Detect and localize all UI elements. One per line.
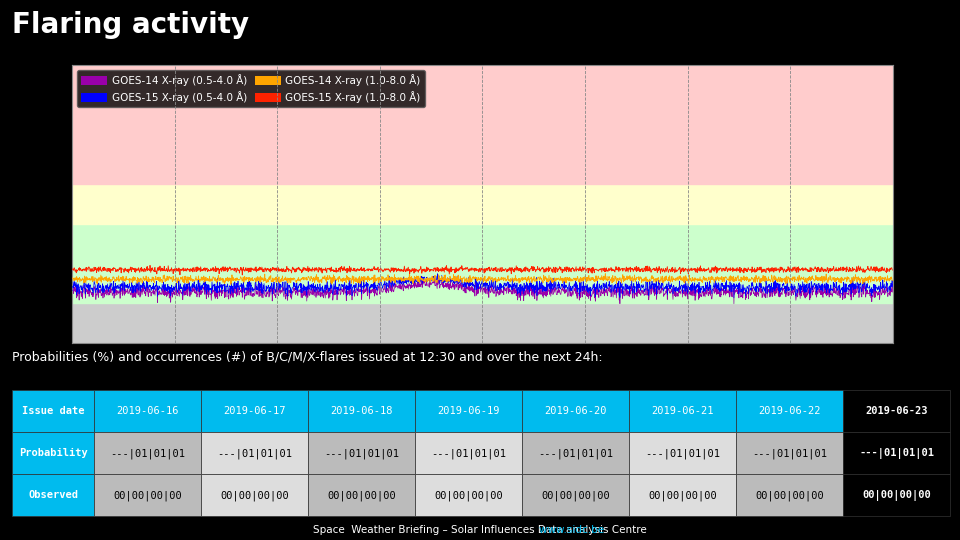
Text: Space  Weather Briefing – Solar Influences Data analysis Centre: Space Weather Briefing – Solar Influence… bbox=[313, 525, 647, 535]
FancyBboxPatch shape bbox=[415, 390, 522, 432]
Text: 2019-06-19: 2019-06-19 bbox=[438, 406, 500, 416]
Text: B: B bbox=[896, 273, 903, 286]
Bar bbox=[72, 184, 893, 224]
FancyBboxPatch shape bbox=[94, 390, 202, 432]
Text: 00|00|00|00: 00|00|00|00 bbox=[220, 490, 289, 501]
FancyBboxPatch shape bbox=[736, 390, 843, 432]
FancyBboxPatch shape bbox=[308, 474, 415, 516]
Text: 00|00|00|00: 00|00|00|00 bbox=[113, 490, 182, 501]
FancyBboxPatch shape bbox=[522, 432, 630, 474]
Text: 00|00|00|00: 00|00|00|00 bbox=[541, 490, 611, 501]
Bar bbox=[72, 105, 893, 144]
Text: 00|00|00|00: 00|00|00|00 bbox=[862, 490, 931, 501]
Text: ---|01|01|01: ---|01|01|01 bbox=[645, 448, 720, 458]
FancyBboxPatch shape bbox=[522, 474, 630, 516]
Text: X: X bbox=[896, 74, 903, 87]
FancyBboxPatch shape bbox=[12, 390, 94, 432]
FancyBboxPatch shape bbox=[202, 474, 308, 516]
FancyBboxPatch shape bbox=[202, 432, 308, 474]
Text: ---|01|01|01: ---|01|01|01 bbox=[110, 448, 185, 458]
FancyBboxPatch shape bbox=[415, 432, 522, 474]
Text: A: A bbox=[896, 310, 903, 323]
Bar bbox=[72, 264, 893, 303]
Text: 00|00|00|00: 00|00|00|00 bbox=[648, 490, 717, 501]
Text: Probability: Probability bbox=[19, 448, 87, 458]
Text: ---|01|01|01: ---|01|01|01 bbox=[217, 448, 292, 458]
Text: Observed: Observed bbox=[28, 490, 79, 501]
Text: ---|01|01|01: ---|01|01|01 bbox=[431, 448, 506, 458]
FancyBboxPatch shape bbox=[12, 432, 94, 474]
FancyBboxPatch shape bbox=[630, 474, 736, 516]
FancyBboxPatch shape bbox=[94, 474, 202, 516]
Legend: GOES-14 X-ray (0.5-4.0 Å), GOES-15 X-ray (0.5-4.0 Å), GOES-14 X-ray (1.0-8.0 Å),: GOES-14 X-ray (0.5-4.0 Å), GOES-15 X-ray… bbox=[77, 70, 424, 107]
Text: Flaring activity: Flaring activity bbox=[12, 11, 250, 39]
Y-axis label: Watts m⁻²: Watts m⁻² bbox=[21, 176, 32, 232]
Text: ---|01|01|01: ---|01|01|01 bbox=[753, 448, 828, 458]
FancyBboxPatch shape bbox=[308, 432, 415, 474]
FancyBboxPatch shape bbox=[843, 474, 950, 516]
Bar bbox=[72, 303, 893, 343]
Text: Issue date: Issue date bbox=[22, 406, 84, 416]
Text: M: M bbox=[896, 193, 905, 206]
Text: 00|00|00|00: 00|00|00|00 bbox=[327, 490, 396, 501]
FancyBboxPatch shape bbox=[630, 432, 736, 474]
Text: 00|00|00|00: 00|00|00|00 bbox=[756, 490, 825, 501]
FancyBboxPatch shape bbox=[630, 390, 736, 432]
Text: 2019-06-16: 2019-06-16 bbox=[116, 406, 179, 416]
Text: www.sidc.be: www.sidc.be bbox=[357, 525, 605, 535]
FancyBboxPatch shape bbox=[843, 432, 950, 474]
Text: Probabilities (%) and occurrences (#) of B/C/M/X-flares issued at 12:30 and over: Probabilities (%) and occurrences (#) of… bbox=[12, 351, 603, 364]
Bar bbox=[72, 65, 893, 105]
Text: 2019-06-18: 2019-06-18 bbox=[330, 406, 393, 416]
Text: 2019-06-17: 2019-06-17 bbox=[224, 406, 286, 416]
Text: ---|01|01|01: ---|01|01|01 bbox=[859, 448, 934, 459]
Bar bbox=[72, 224, 893, 264]
FancyBboxPatch shape bbox=[12, 474, 94, 516]
FancyBboxPatch shape bbox=[736, 432, 843, 474]
FancyBboxPatch shape bbox=[94, 432, 202, 474]
Bar bbox=[72, 144, 893, 184]
Text: 2019-06-22: 2019-06-22 bbox=[758, 406, 821, 416]
FancyBboxPatch shape bbox=[415, 474, 522, 516]
Text: C: C bbox=[896, 233, 903, 246]
Text: ---|01|01|01: ---|01|01|01 bbox=[324, 448, 399, 458]
FancyBboxPatch shape bbox=[202, 390, 308, 432]
Text: ---|01|01|01: ---|01|01|01 bbox=[539, 448, 613, 458]
Text: 2019-06-21: 2019-06-21 bbox=[652, 406, 714, 416]
Text: 00|00|00|00: 00|00|00|00 bbox=[434, 490, 503, 501]
FancyBboxPatch shape bbox=[308, 390, 415, 432]
Text: 2019-06-20: 2019-06-20 bbox=[544, 406, 607, 416]
Text: 2019-06-23: 2019-06-23 bbox=[866, 406, 928, 416]
FancyBboxPatch shape bbox=[843, 390, 950, 432]
FancyBboxPatch shape bbox=[522, 390, 630, 432]
FancyBboxPatch shape bbox=[736, 474, 843, 516]
